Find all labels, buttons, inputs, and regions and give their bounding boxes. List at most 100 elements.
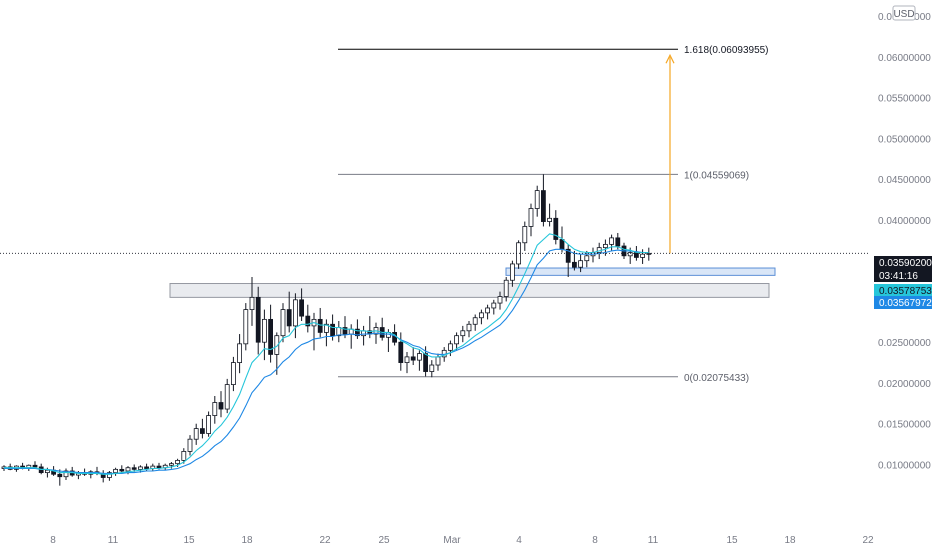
x-tick-label: 22 (319, 535, 331, 546)
price-tag[interactable]: 0.03590200 (874, 256, 932, 269)
candle-body[interactable] (435, 356, 441, 366)
candle-body[interactable] (280, 309, 286, 337)
candle-body[interactable] (206, 415, 212, 434)
candle-body[interactable] (274, 335, 280, 355)
candle-body[interactable] (410, 356, 416, 361)
candle-body[interactable] (268, 318, 274, 355)
price-tag[interactable]: 03:41:16 (874, 269, 932, 282)
candle-body[interactable] (218, 402, 224, 410)
candle-body[interactable] (330, 323, 336, 337)
candle-body[interactable] (45, 469, 50, 474)
candle-body[interactable] (485, 307, 491, 314)
candle-body[interactable] (466, 323, 472, 332)
candle-body[interactable] (131, 467, 137, 470)
candle-body[interactable] (491, 302, 497, 309)
candle-body[interactable] (460, 330, 466, 337)
candle-body[interactable] (107, 472, 112, 478)
candle-body[interactable] (541, 190, 546, 222)
candle-body[interactable] (230, 362, 236, 385)
candle-body[interactable] (354, 328, 360, 337)
time-axis[interactable]: 8 11 15 18 22 25 Mar 4 8 11 15 18 22 (50, 535, 874, 546)
price-tag-bg (874, 269, 932, 282)
currency-badge-label: USD (893, 9, 914, 20)
candle-body[interactable] (292, 299, 298, 327)
candle-body[interactable] (137, 466, 143, 470)
y-tick-label: 0.04000000 (878, 216, 931, 227)
candle-body[interactable] (528, 208, 534, 227)
ema-slow-line (4, 248, 649, 474)
candle-body[interactable] (553, 217, 559, 240)
candle-body[interactable] (299, 299, 305, 317)
candle-body[interactable] (63, 470, 69, 478)
candle-body[interactable] (398, 341, 404, 363)
price-tag-label: 0.03590200 (879, 258, 932, 269)
candle-body[interactable] (175, 459, 181, 465)
candle-body[interactable] (615, 237, 621, 247)
candle-body[interactable] (168, 463, 174, 466)
candle-body[interactable] (572, 261, 577, 268)
price-tag-label: 0.03578753 (879, 286, 932, 297)
y-tick-label: 0.02000000 (878, 379, 931, 390)
candle-body[interactable] (509, 263, 515, 281)
candle-body[interactable] (125, 467, 131, 472)
candle-body[interactable] (144, 466, 150, 469)
candle-body[interactable] (565, 248, 571, 263)
candle-body[interactable] (193, 428, 199, 440)
candle-body[interactable] (32, 464, 38, 468)
x-tick-label: 18 (784, 535, 796, 546)
candle-body[interactable] (156, 465, 162, 469)
candle-body[interactable] (454, 335, 460, 345)
candle-body[interactable] (286, 309, 292, 327)
candle-body[interactable] (522, 226, 528, 244)
candle-body[interactable] (627, 252, 633, 257)
candle-body[interactable] (249, 296, 255, 310)
x-tick-label: 11 (108, 535, 119, 546)
candle-body[interactable] (323, 323, 329, 333)
candle-body[interactable] (578, 260, 583, 268)
y-tick-label: 0.05500000 (878, 94, 931, 105)
y-tick-label: 0.01500000 (878, 420, 931, 431)
support-zone (169, 283, 770, 298)
candle-body[interactable] (429, 364, 435, 372)
candle-body[interactable] (559, 239, 565, 250)
candle-body[interactable] (547, 217, 552, 222)
candle-body[interactable] (603, 243, 608, 249)
candle-body[interactable] (255, 296, 261, 343)
candle-body[interactable] (342, 327, 348, 335)
candle-body[interactable] (243, 309, 249, 345)
candle-body[interactable] (584, 255, 590, 262)
candle-body[interactable] (423, 353, 429, 372)
candle-body[interactable] (224, 384, 230, 410)
price-tag[interactable]: 0.03578753 (874, 284, 932, 297)
currency-badge[interactable] (892, 5, 916, 21)
candle-body[interactable] (212, 402, 218, 416)
candle-body[interactable] (187, 438, 193, 452)
candle-body[interactable] (472, 317, 478, 325)
candle-body[interactable] (416, 353, 422, 361)
candle-body[interactable] (237, 343, 243, 363)
price-tag-bg (874, 296, 932, 309)
target-arrowhead (665, 53, 675, 64)
candle-body[interactable] (181, 451, 187, 461)
candle-body[interactable] (317, 318, 323, 333)
price-tag[interactable]: 0.03567972 (874, 296, 932, 309)
candle-body[interactable] (478, 312, 484, 319)
candle-body[interactable] (57, 473, 63, 478)
candle-body[interactable] (447, 343, 453, 351)
candle-body[interactable] (119, 468, 125, 472)
x-tick-label: 8 (50, 535, 56, 546)
candle-body[interactable] (534, 190, 540, 209)
candle-body[interactable] (305, 315, 311, 327)
candle-body[interactable] (640, 253, 645, 258)
candle-body[interactable] (199, 428, 205, 434)
candle-body[interactable] (503, 279, 509, 297)
candle-body[interactable] (497, 296, 503, 304)
y-tick-label: 0.05000000 (878, 134, 931, 145)
candle-body[interactable] (261, 318, 267, 343)
candle-body[interactable] (113, 468, 118, 474)
y-tick-label: 0.02500000 (878, 338, 931, 349)
candle-body[interactable] (404, 356, 410, 363)
candle-body[interactable] (609, 237, 614, 245)
